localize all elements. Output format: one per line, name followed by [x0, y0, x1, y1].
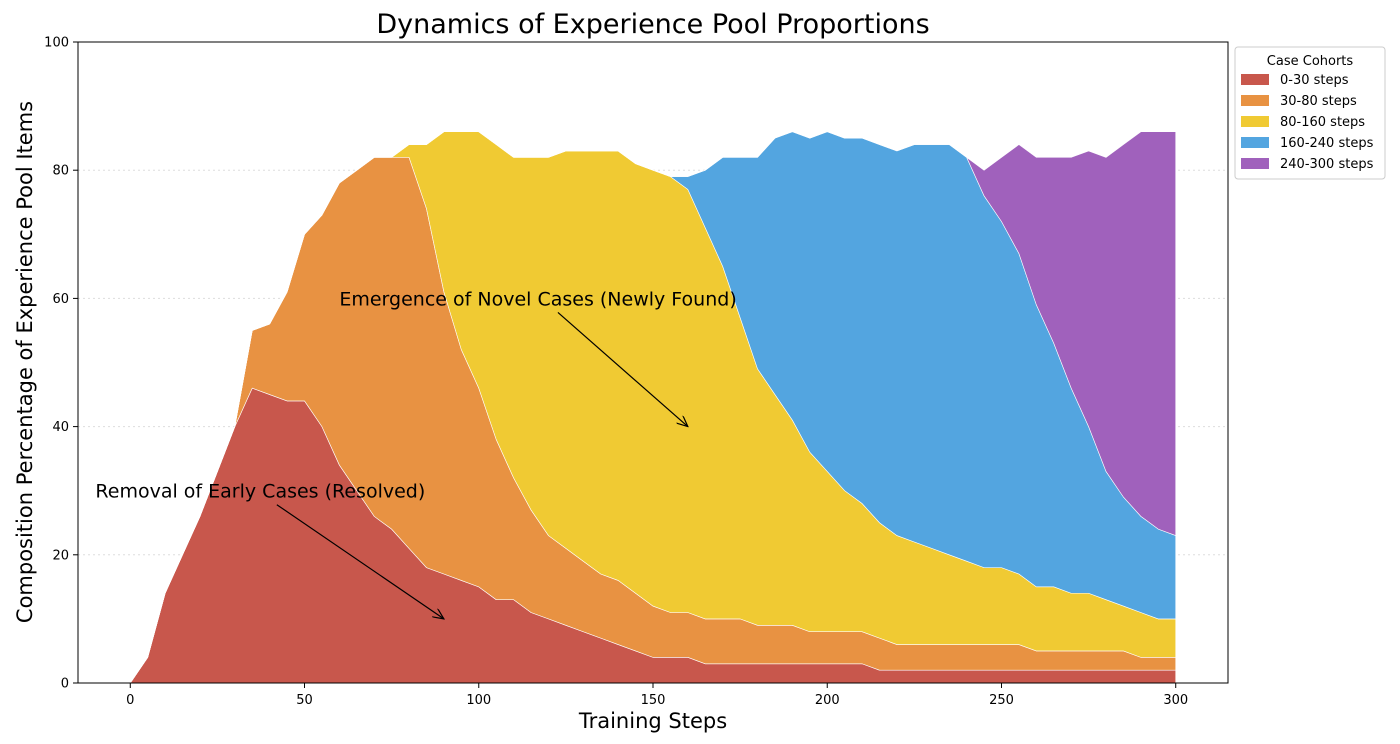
annotation-arrow — [276, 504, 444, 619]
y-tick-label: 60 — [52, 292, 69, 307]
legend-swatch — [1241, 95, 1269, 106]
area-layers — [129, 131, 1177, 684]
legend-swatch — [1241, 137, 1269, 148]
x-tick-label: 50 — [296, 693, 313, 708]
chart-title: Dynamics of Experience Pool Proportions — [376, 9, 929, 40]
x-tick-label: 0 — [126, 693, 134, 708]
legend-entry: 0-30 steps — [1280, 73, 1349, 88]
y-tick-label: 100 — [44, 36, 69, 51]
y-axis-ticks: 0 20 40 60 80 100 — [44, 36, 78, 692]
y-tick-label: 0 — [61, 677, 69, 692]
legend: Case Cohorts 0-30 steps 30-80 steps 80-160… — [1234, 46, 1386, 180]
legend-entry: 160-240 steps — [1280, 136, 1374, 151]
legend-box — [1234, 46, 1386, 180]
annotation-text: Emergence of Novel Cases (Newly Found) — [339, 288, 736, 310]
legend-entry: 80-160 steps — [1280, 115, 1365, 130]
annotation-arrow — [557, 311, 688, 426]
legend-entry: 30-80 steps — [1280, 94, 1357, 109]
y-tick-label: 40 — [52, 420, 69, 435]
x-tick-label: 100 — [466, 693, 491, 708]
legend-title: Case Cohorts — [1267, 54, 1354, 69]
y-tick-label: 80 — [52, 164, 69, 179]
x-axis-label: Training Steps — [578, 709, 727, 733]
x-tick-label: 300 — [1163, 693, 1188, 708]
x-tick-label: 150 — [641, 693, 666, 708]
annotation-text: Removal of Early Cases (Resolved) — [95, 481, 425, 503]
x-axis-ticks: 0 50 100 150 200 250 300 — [126, 683, 1188, 708]
legend-swatch — [1241, 74, 1269, 85]
y-axis-label: Composition Percentage of Experience Poo… — [13, 101, 37, 623]
y-tick-label: 20 — [52, 548, 69, 563]
legend-swatch — [1241, 116, 1269, 127]
annotations: Emergence of Novel Cases (Newly Found) Re… — [95, 288, 737, 619]
x-tick-label: 200 — [815, 693, 840, 708]
x-tick-label: 250 — [989, 693, 1014, 708]
legend-entry: 240-300 steps — [1280, 157, 1374, 172]
legend-swatch — [1241, 158, 1269, 169]
area-240-300-steps — [130, 131, 1177, 684]
